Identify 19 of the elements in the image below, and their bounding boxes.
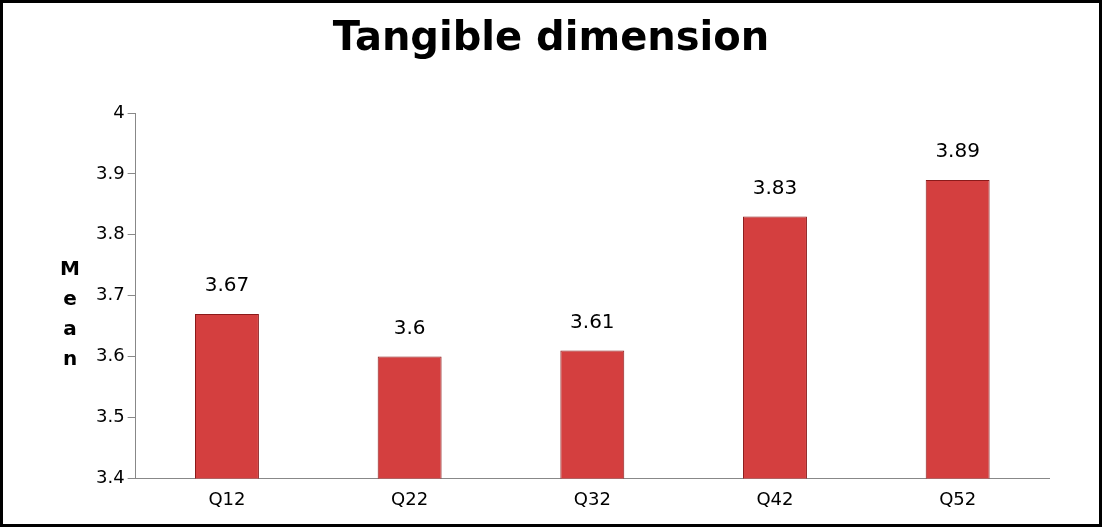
y-tick-label: 3.7: [95, 283, 125, 305]
y-tick-label: 4: [113, 100, 125, 122]
data-label: 3.89: [935, 138, 980, 163]
x-tick-label: Q42: [756, 487, 794, 509]
y-tick-label: 3.9: [95, 161, 125, 183]
x-tick-label: Q22: [391, 487, 429, 509]
y-tick-label: 3.8: [95, 222, 125, 244]
x-tick-label: Q52: [939, 487, 977, 509]
y-tick-label: 3.4: [95, 466, 125, 488]
data-label: 3.67: [204, 272, 250, 297]
data-label: 3.83: [752, 174, 798, 199]
y-tick-label: 3.5: [95, 405, 125, 427]
data-label: 3.6: [393, 314, 426, 339]
chart-title: Tangible dimension: [331, 13, 771, 59]
y-axis-title: Mean: [59, 255, 81, 372]
y-tick-label: 3.6: [95, 344, 125, 366]
x-tick-label: Q32: [573, 487, 611, 509]
x-tick-label: Q12: [208, 487, 246, 509]
data-label: 3.61: [570, 308, 615, 333]
